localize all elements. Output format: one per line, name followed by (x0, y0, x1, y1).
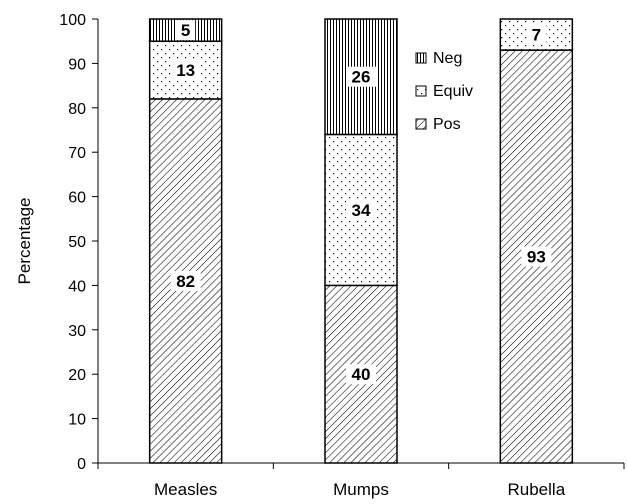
legend-label-equiv: Equiv (433, 83, 473, 100)
data-label-measles-equiv: 13 (176, 61, 195, 80)
y-tick-label-60: 60 (68, 190, 86, 207)
y-tick-label-10: 10 (68, 412, 86, 429)
data-label-bg (346, 66, 376, 87)
legend-swatch-pos (415, 118, 427, 130)
x-tick-label-mumps: Mumps (333, 480, 389, 499)
data-label-measles-pos: 82 (176, 272, 195, 291)
data-label-bg (346, 199, 376, 220)
data-label-bg (526, 24, 546, 45)
y-tick-label-70: 70 (68, 145, 86, 162)
data-label-measles-neg: 5 (181, 21, 190, 40)
x-tick-label-measles: Measles (154, 480, 217, 499)
data-label-bg (170, 60, 201, 81)
data-labels: 82 13 5 40 34 26 93 7 (170, 20, 552, 385)
data-label-bg (346, 364, 376, 385)
y-tick-label-0: 0 (77, 456, 86, 473)
y-tick-label-100: 100 (59, 12, 86, 29)
y-axis-title: Percentage (15, 198, 34, 285)
y-tick-label-50: 50 (68, 234, 86, 251)
legend: Neg Equiv Pos (415, 50, 473, 133)
data-label-mumps-pos: 40 (352, 365, 371, 384)
legend-label-pos: Pos (433, 116, 461, 133)
y-tick-label-30: 30 (68, 323, 86, 340)
data-label-mumps-equiv: 34 (352, 201, 371, 220)
y-tick-label-40: 40 (68, 278, 86, 295)
data-label-rubella-equiv: 7 (532, 26, 541, 45)
legend-swatch-equiv (415, 85, 427, 97)
data-label-bg (170, 270, 201, 291)
y-tick-label-90: 90 (68, 56, 86, 73)
data-label-mumps-neg: 26 (352, 68, 371, 87)
x-tick-label-rubella: Rubella (508, 480, 566, 499)
data-label-bg (521, 246, 552, 267)
data-label-rubella-pos: 93 (527, 248, 546, 267)
y-tick-label-80: 80 (68, 101, 86, 118)
data-label-bg (176, 20, 196, 41)
y-tick-label-20: 20 (68, 367, 86, 384)
legend-label-neg: Neg (433, 50, 462, 67)
axes: 0 10 20 30 40 50 60 70 80 90 100 Measles Mumps Rubell… (59, 12, 625, 499)
legend-swatch-neg (415, 52, 427, 64)
